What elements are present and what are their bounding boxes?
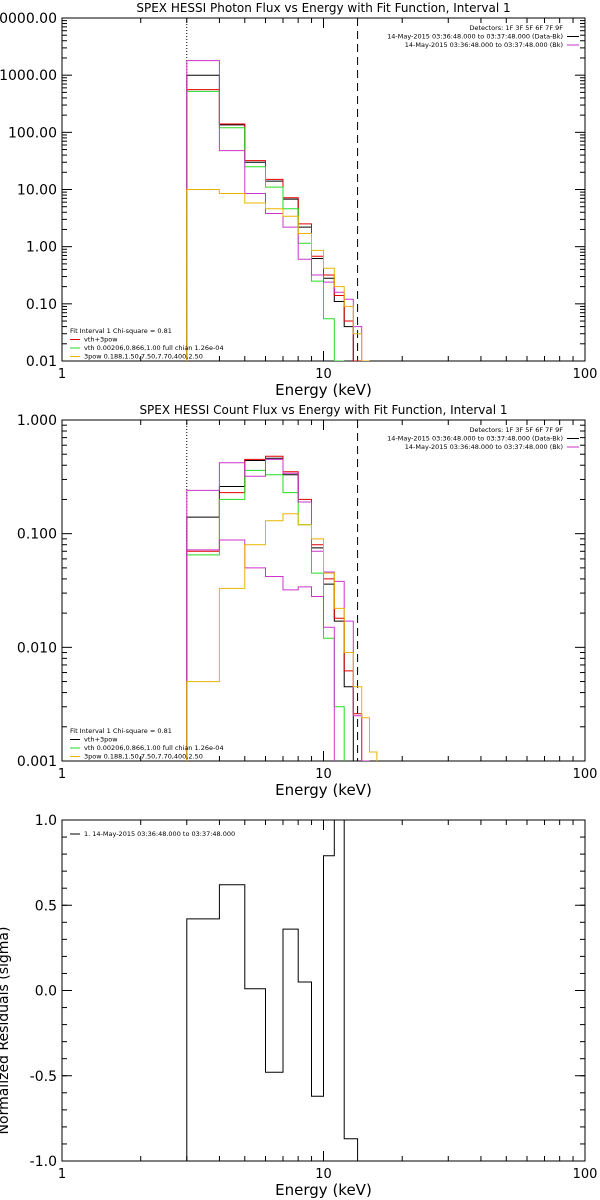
legend-text: 3pow 0.188,1.50,7.50,7.70,400,2.50: [84, 353, 203, 361]
y-tick-label: 100.00: [8, 125, 57, 141]
residuals-panel: 1 10 100 -1.0 -0.5 0.0 0.5 1.0 Energy (keV) Norma…: [0, 813, 597, 1199]
series-yellow-line: [186, 513, 378, 761]
series-black-line: [186, 74, 362, 361]
y-tick-label: -0.5: [30, 1069, 57, 1085]
y-axis-label: Normalized Residuals (sigma): [0, 927, 12, 1135]
legend-top-right: Detectors: 1F 3F 5F 6F 7F 9F14-May-2015 …: [387, 426, 579, 451]
x-tick-label: 10: [315, 1167, 332, 1182]
series-black-line: [186, 457, 362, 761]
y-tick-label: 1.00: [26, 240, 57, 256]
x-tick-label: 1: [58, 767, 66, 782]
legend-text: Fit Interval 1 Chi-square = 0.81: [70, 327, 172, 335]
y-tick-label: -1.0: [30, 1154, 57, 1170]
legend-bottom-left: Fit Interval 1 Chi-square = 0.81vth+3pow…: [70, 327, 224, 361]
x-tick-label: 1: [58, 1167, 66, 1182]
y-tick-label: 0.010: [17, 640, 57, 656]
series-magenta-line: [186, 60, 363, 361]
legend-text: 14-May-2015 03:36:48.000 to 03:37:48.000…: [387, 33, 563, 41]
x-tick-label: 10: [315, 767, 332, 782]
x-axis-label: Energy (keV): [275, 781, 372, 799]
legend-text: 14-May-2015 03:36:48.000 to 03:37:48.000…: [405, 41, 563, 49]
series-yellow-line: [186, 189, 370, 361]
legend-text: Detectors: 1F 3F 5F 6F 7F 9F: [469, 426, 563, 434]
legend-text: 14-May-2015 03:36:48.000 to 03:37:48.000…: [405, 443, 563, 451]
y-tick-label: 0.10: [26, 297, 57, 313]
x-tick-label: 100: [573, 1167, 598, 1182]
series-magenta-line: [186, 458, 370, 761]
series-magenta-line: [186, 539, 335, 761]
legend-top-left: 1. 14-May-2015 03:36:48.000 to 03:37:48.…: [70, 830, 235, 838]
count-flux-panel: SPEX HESSI Count Flux vs Energy with Fit…: [17, 403, 598, 799]
series-green-line: [186, 469, 345, 761]
legend-text: vth 0.00206,0.866,1.00 full chian 1.26e-…: [84, 744, 224, 752]
photon-flux-panel: SPEX HESSI Photon Flux vs Energy with Fi…: [0, 1, 597, 399]
x-tick-label: 10: [315, 367, 332, 382]
series-red-line: [186, 89, 362, 361]
chart-title: SPEX HESSI Photon Flux vs Energy with Fi…: [136, 1, 510, 15]
legend-text: 3pow 0.188,1.50,7.50,7.70,400,2.50: [84, 753, 203, 761]
legend-text: vth+3pow: [84, 336, 118, 344]
legend-text: 14-May-2015 03:36:48.000 to 03:37:48.000…: [387, 435, 563, 443]
x-tick-label: 1: [58, 367, 66, 382]
legend-bottom-left: Fit Interval 1 Chi-square = 0.81vth+3pow…: [70, 727, 224, 761]
y-tick-label: 1000.00: [0, 68, 57, 84]
legend-text: Detectors: 1F 3F 5F 6F 7F 9F: [469, 24, 563, 32]
x-tick-label: 100: [573, 367, 598, 382]
y-tick-label: 10.00: [17, 183, 57, 199]
chart-title: SPEX HESSI Count Flux vs Energy with Fit…: [139, 403, 507, 417]
y-tick-label: 0.0: [35, 984, 57, 1000]
series-green-line: [186, 90, 345, 361]
y-tick-label: 1.000: [17, 413, 57, 429]
y-tick-label: 0.100: [17, 527, 57, 543]
y-tick-label: 1.0: [35, 813, 57, 829]
legend-text: 1. 14-May-2015 03:36:48.000 to 03:37:48.…: [84, 830, 235, 838]
y-tick-label: 0.01: [26, 354, 57, 370]
x-axis-label: Energy (keV): [275, 1181, 372, 1199]
y-tick-label: 0.001: [17, 754, 57, 770]
legend-text: vth 0.00206,0.866,1.00 full chian 1.26e-…: [84, 344, 224, 352]
legend-text: vth+3pow: [84, 736, 118, 744]
series-black-line: [186, 820, 359, 1161]
y-tick-label: 0000.00: [0, 11, 57, 27]
legend-text: Fit Interval 1 Chi-square = 0.81: [70, 727, 172, 735]
x-tick-label: 100: [573, 767, 598, 782]
y-tick-label: 0.5: [35, 898, 57, 914]
legend-top-right: Detectors: 1F 3F 5F 6F 7F 9F14-May-2015 …: [387, 24, 579, 49]
x-axis-label: Energy (keV): [275, 381, 372, 399]
